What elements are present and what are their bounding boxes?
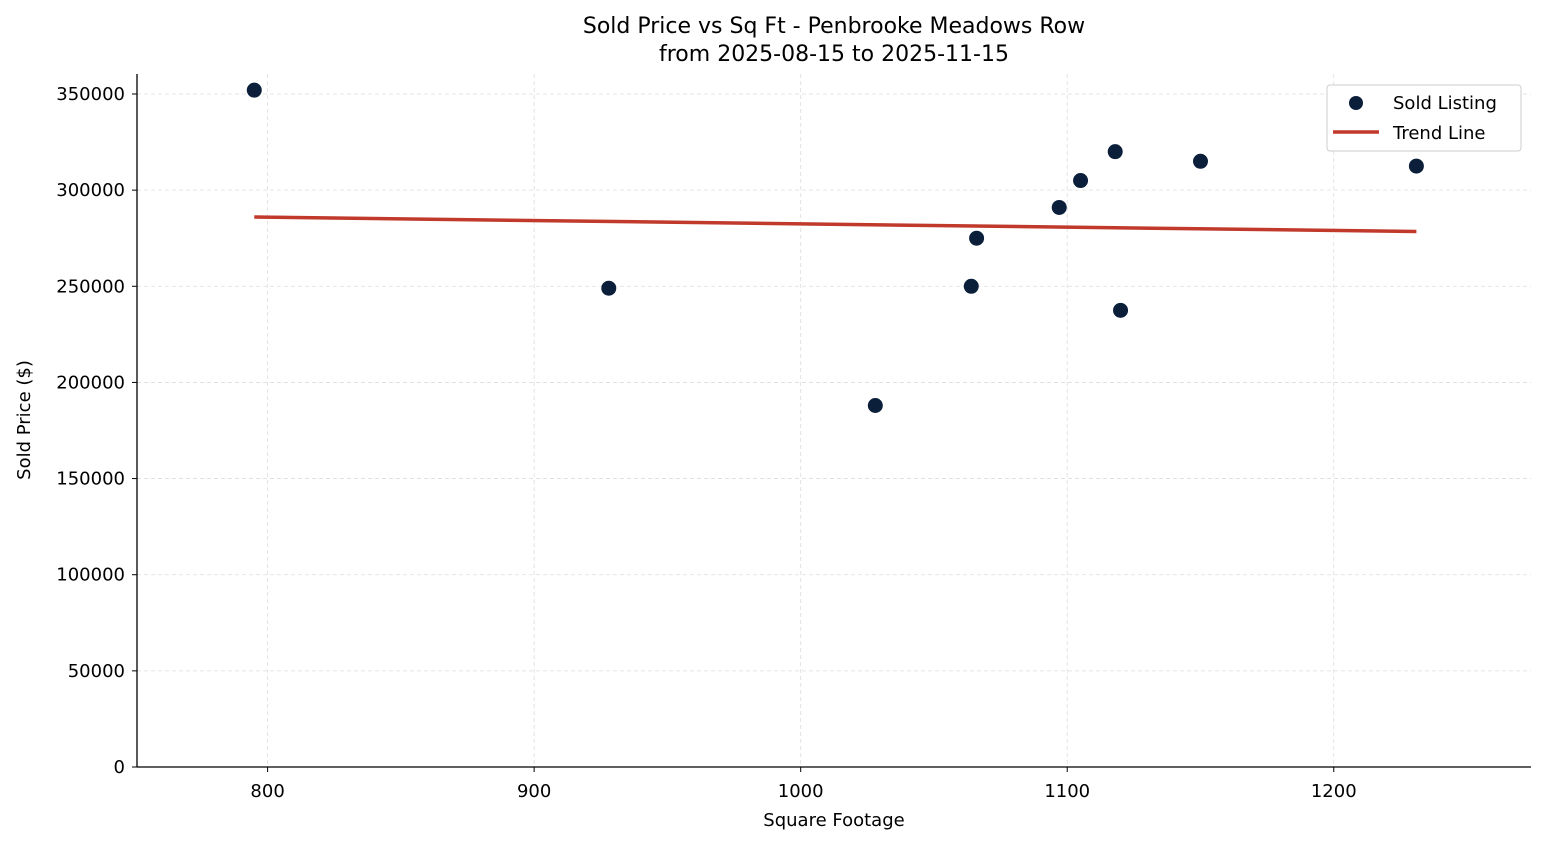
data-point: [963, 278, 979, 294]
legend-label-sold-listing: Sold Listing: [1393, 93, 1497, 114]
x-tick-label: 1000: [778, 781, 824, 802]
legend-marker-sold-listing: [1349, 96, 1363, 110]
legend: Sold Listing Trend Line: [1326, 84, 1522, 152]
data-point: [246, 82, 262, 98]
data-point: [1051, 199, 1067, 215]
y-tick-label: 300000: [56, 180, 125, 201]
data-point: [867, 398, 883, 414]
data-point: [1107, 144, 1123, 160]
x-tick-label: 1200: [1311, 781, 1357, 802]
data-point: [1192, 153, 1208, 169]
y-tick-label: 150000: [56, 469, 125, 490]
chart-title: Sold Price vs Sq Ft - Penbrooke Meadows …: [583, 14, 1085, 39]
x-tick-label: 1100: [1044, 781, 1090, 802]
y-tick-label: 250000: [56, 276, 125, 297]
x-tick-label: 900: [517, 781, 551, 802]
data-point: [1073, 173, 1089, 189]
trend-line: [254, 215, 1417, 234]
x-axis-ticks: 800 900 1000 1100 1200: [250, 767, 1357, 802]
data-point: [1113, 302, 1129, 318]
data-point: [969, 230, 985, 246]
plot-marks: [246, 82, 1424, 414]
x-axis-label: Square Footage: [763, 810, 904, 831]
grid: [137, 74, 1531, 768]
y-tick-label: 0: [114, 757, 125, 778]
legend-label-trend-line: Trend Line: [1392, 123, 1486, 144]
y-tick-label: 350000: [56, 84, 125, 105]
data-point: [601, 280, 617, 296]
y-axis-ticks: 0 50000 100000 150000 200000 250000 300000 3500…: [56, 84, 137, 778]
y-axis-label: Sold Price ($): [14, 360, 35, 480]
chart-subtitle: from 2025-08-15 to 2025-11-15: [659, 42, 1009, 67]
data-point: [1408, 158, 1424, 174]
legend-box: [1326, 84, 1522, 152]
x-tick-label: 800: [250, 781, 284, 802]
y-tick-label: 50000: [68, 661, 125, 682]
y-tick-label: 200000: [56, 372, 125, 393]
y-tick-label: 100000: [56, 565, 125, 586]
